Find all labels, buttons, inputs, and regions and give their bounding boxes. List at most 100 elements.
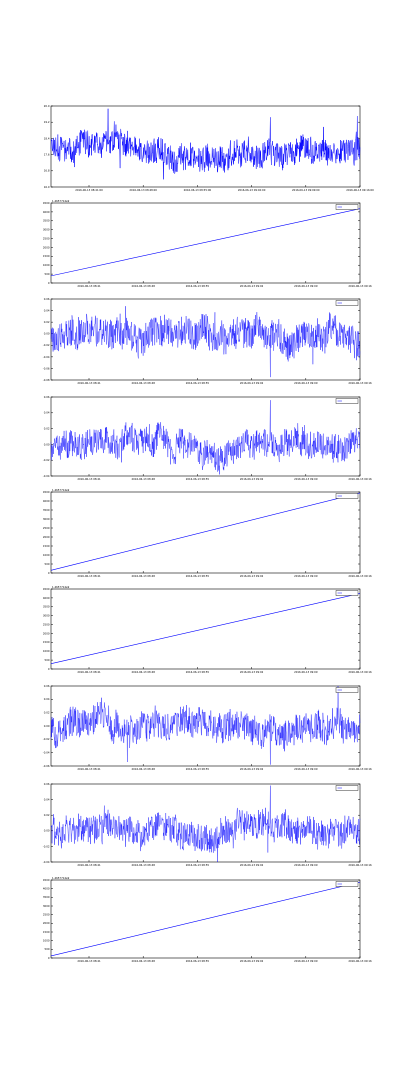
x-tick-label: 2016-06-13 09:09	[294, 284, 318, 288]
series-line	[50, 881, 361, 957]
chart-2: 0 500 1000 1500 2000 2500 3000 3500 4000 4500 2016…	[43, 199, 372, 288]
y-tick-label: 500	[45, 562, 50, 566]
y-tick-label: 1500	[43, 544, 50, 548]
legend	[335, 687, 359, 693]
y-tick-label: 500	[45, 658, 50, 662]
y-tick-label: 3000	[43, 904, 50, 908]
x-tick-label: 2016-06-13 08:55	[186, 767, 210, 771]
x-tick-label: 2016-06-13 09:02	[240, 863, 264, 867]
y-tick-label: 3500	[43, 605, 50, 609]
x-tick-label: 2016-06-13 09:09	[294, 477, 318, 481]
x-tick-label: 2016-06-13 08:41	[77, 477, 101, 481]
x-tick-label: 2016-06-13 09:16	[348, 574, 372, 578]
y-tick-label: 0	[48, 281, 50, 285]
legend	[335, 590, 359, 596]
x-tick-label: 2016-06-13 08:55	[186, 574, 210, 578]
x-tick-label: 2016-06-13 09:02	[240, 767, 264, 771]
y-tick-label: -0.02	[43, 343, 50, 347]
series-line	[50, 306, 361, 378]
y-tick-label: 0.04	[44, 308, 50, 312]
y-tick-label: 3000	[43, 614, 50, 618]
x-tick-label: 2016-06-13 08:41	[77, 574, 101, 578]
legend	[335, 204, 359, 210]
x-tick-label: 2016-06-13 09:02	[240, 477, 264, 481]
legend	[335, 398, 359, 404]
y-tick-label: 16.8	[44, 169, 50, 173]
y-tick-label: 0.02	[44, 320, 50, 324]
x-tick-label: 2016-06-13 08:55:00	[184, 188, 212, 192]
y-tick-label: 4500	[43, 201, 50, 205]
x-tick-label: 2016-06-13 08:41	[77, 767, 101, 771]
x-tick-label: 2016-06-13 08:41	[77, 670, 101, 674]
y-tick-label: 0	[48, 956, 50, 960]
x-tick-label: 2016-06-13 08:55	[186, 284, 210, 288]
y-tick-label: -0.06	[43, 764, 50, 768]
plot-frame	[50, 298, 361, 381]
y-tick-label: 0.06	[44, 684, 50, 688]
y-tick-label: 0.02	[44, 427, 50, 431]
x-tick-label: 2016-06-13 09:09	[294, 574, 318, 578]
chart-5: 0 500 1000 1500 2000 2500 3000 3500 4000 4500 2016…	[43, 488, 372, 578]
x-tick-label: 2016-06-13 08:48	[132, 863, 156, 867]
y-tick-label: 2000	[43, 245, 50, 249]
chart-8: -0.04 -0.02 0.00 0.02 0.04 0.06 2016-06-13 08:…	[43, 782, 372, 867]
y-tick-label: 0.04	[44, 411, 50, 415]
y-tick-label: 4500	[43, 878, 50, 882]
y-tick-label: 4500	[43, 490, 50, 494]
y-tick-label: 1000	[43, 939, 50, 943]
y-tick-label: 2500	[43, 913, 50, 917]
series-line	[50, 208, 361, 277]
x-tick-label: 2016-06-13 08:41	[77, 284, 101, 288]
y-tick-label: 2000	[43, 535, 50, 539]
plot-frame	[50, 202, 361, 284]
y-tick-label: -0.04	[43, 355, 50, 359]
x-tick-label: 2016-06-13 09:16	[348, 959, 372, 963]
x-tick-label: 2016-06-13 08:48	[132, 574, 156, 578]
x-tick-label: 2016-06-13 09:16	[348, 284, 372, 288]
x-tick-label: 2016-06-13 09:16	[348, 767, 372, 771]
plot-frame	[50, 396, 361, 477]
y-tick-label: 4000	[43, 887, 50, 891]
y-tick-label: 500	[45, 947, 50, 951]
x-tick-label: 2016-06-13 09:02	[240, 670, 264, 674]
y-tick-label: 500	[45, 272, 50, 276]
x-tick-label: 2016-06-13 08:48	[132, 959, 156, 963]
x-tick-label: 2016-06-13 09:16	[348, 670, 372, 674]
y-tick-label: 0.06	[44, 782, 50, 786]
chart-4: -0.04 -0.02 0.00 0.02 0.04 0.06 2016-06-13 08:…	[43, 395, 372, 481]
y-tick-label: 0.06	[44, 395, 50, 399]
series-line	[50, 785, 361, 863]
y-tick-label: 4500	[43, 587, 50, 591]
x-tick-label: 2016-06-13 09:16	[348, 477, 372, 481]
axis-offset-label: 1.4657714e9	[52, 199, 70, 203]
x-tick-label: 2016-06-13 09:16	[348, 381, 372, 385]
x-tick-label: 2016-06-13 08:48	[132, 381, 156, 385]
y-tick-label: 4000	[43, 210, 50, 214]
y-tick-label: -0.04	[43, 751, 50, 755]
series-line	[50, 685, 361, 765]
plot-frame	[50, 588, 361, 670]
x-tick-label: 2016-06-13 08:48:00	[129, 188, 157, 192]
y-tick-label: 1500	[43, 930, 50, 934]
y-tick-label: -0.06	[43, 366, 50, 370]
x-tick-label: 2016-06-13 08:41	[77, 863, 101, 867]
x-tick-label: 2016-06-13 09:02	[240, 381, 264, 385]
x-tick-label: 2016-06-13 09:09	[294, 959, 318, 963]
x-tick-label: 2016-06-13 09:02	[240, 574, 264, 578]
legend	[335, 300, 359, 306]
y-tick-label: 0.00	[44, 829, 50, 833]
x-tick-label: 2016-06-13 09:16:00	[346, 188, 374, 192]
y-tick-label: 3500	[43, 895, 50, 899]
series-line	[50, 593, 361, 664]
series-line	[50, 400, 361, 475]
x-tick-label: 2016-06-13 09:09	[294, 670, 318, 674]
chart-6: 0 500 1000 1500 2000 2500 3000 3500 4000 4500 2016…	[43, 585, 372, 674]
y-tick-label: 4000	[43, 596, 50, 600]
y-tick-label: 2000	[43, 631, 50, 635]
y-tick-label: 20.0	[44, 104, 50, 108]
y-tick-label: 0.04	[44, 697, 50, 701]
y-tick-label: 0	[48, 571, 50, 575]
chart-7: -0.06 -0.04 -0.02 0.00 0.02 0.04 0.06 2016-06-1…	[43, 684, 372, 771]
x-tick-label: 2016-06-13 08:55	[186, 959, 210, 963]
